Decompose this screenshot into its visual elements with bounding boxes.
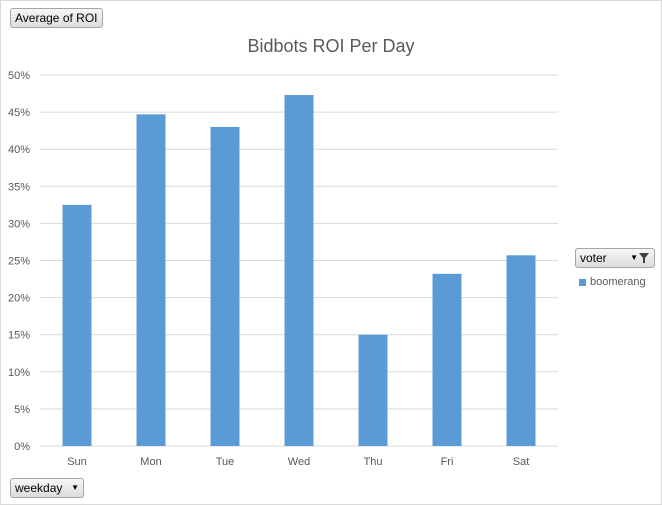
bar-fri[interactable] bbox=[432, 273, 462, 446]
x-tick-label: Sat bbox=[513, 456, 530, 468]
bar-wed[interactable] bbox=[284, 95, 314, 446]
legend-field-button[interactable]: voter ▼ bbox=[575, 248, 655, 268]
x-tick-label: Wed bbox=[288, 456, 310, 468]
legend-item-label: boomerang bbox=[590, 276, 646, 288]
x-tick-label: Sun bbox=[67, 456, 87, 468]
y-tick-label: 35% bbox=[8, 181, 30, 193]
legend-swatch bbox=[579, 278, 586, 286]
value-field-button[interactable]: Average of ROI bbox=[10, 8, 103, 28]
chart-title: Bidbots ROI Per Day bbox=[247, 36, 415, 56]
y-tick-label: 30% bbox=[8, 218, 30, 230]
legend-field-label: voter bbox=[580, 251, 607, 265]
y-tick-label: 20% bbox=[8, 293, 30, 305]
x-tick-label: Mon bbox=[140, 456, 161, 468]
legend-item: boomerang bbox=[575, 276, 653, 288]
bar-mon[interactable] bbox=[136, 114, 166, 447]
y-tick-label: 15% bbox=[8, 330, 30, 342]
legend: voter ▼ boomerang bbox=[575, 248, 655, 288]
bar-thu[interactable] bbox=[358, 334, 388, 446]
y-tick-label: 25% bbox=[8, 256, 30, 268]
chevron-down-icon: ▼ bbox=[71, 483, 79, 492]
filter-icon bbox=[639, 253, 649, 263]
x-tick-label: Fri bbox=[441, 456, 454, 468]
bar-sun[interactable] bbox=[62, 204, 92, 446]
value-field-label: Average of ROI bbox=[15, 11, 98, 25]
y-tick-label: 40% bbox=[8, 144, 30, 156]
axis-field-label: weekday bbox=[15, 481, 63, 495]
y-tick-label: 5% bbox=[14, 404, 30, 416]
bar-tue[interactable] bbox=[210, 126, 240, 446]
y-tick-label: 45% bbox=[8, 107, 30, 119]
y-tick-label: 50% bbox=[8, 70, 30, 82]
axis-field-button[interactable]: weekday ▼ bbox=[10, 478, 84, 498]
y-tick-label: 0% bbox=[14, 441, 30, 453]
bar-sat[interactable] bbox=[506, 255, 536, 446]
chevron-down-icon: ▼ bbox=[630, 253, 638, 262]
y-tick-label: 10% bbox=[8, 367, 30, 379]
x-tick-label: Thu bbox=[364, 456, 383, 468]
x-tick-label: Tue bbox=[216, 456, 235, 468]
